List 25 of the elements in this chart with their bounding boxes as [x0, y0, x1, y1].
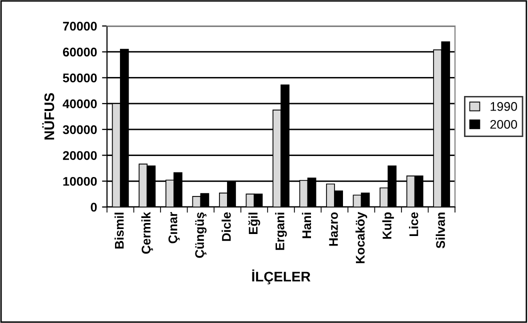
y-tick-label: 10000 [63, 176, 97, 186]
x-tick-label: Çüngüş [195, 212, 207, 258]
y-tick-label: 50000 [62, 74, 97, 82]
y-axis-title: NÜFUS [42, 93, 54, 140]
x-tick-label: Eğil [248, 212, 260, 234]
x-tick-label: Kocaköy [355, 212, 368, 264]
y-tick-label: 70000 [63, 22, 97, 31]
x-tick-label: Lice [409, 212, 418, 236]
x-tick-label: Çınar [168, 212, 180, 244]
x-tick-label: Silvan [436, 212, 445, 248]
x-tick-label: Hazro [329, 212, 338, 246]
legend-label: 1990 [490, 102, 518, 111]
y-tick-label: 40000 [62, 99, 97, 108]
x-tick-label: Hani [302, 212, 312, 238]
x-tick-label: Dicle [222, 212, 231, 241]
y-tick-label: 30000 [62, 125, 97, 134]
x-tick-label: Çermik [141, 212, 153, 254]
x-tick-label: Ergani [275, 212, 287, 250]
x-axis-title: İLÇELER [252, 270, 310, 284]
y-tick-label: 20000 [62, 151, 97, 160]
y-tick-label: 60000 [62, 48, 97, 57]
x-tick-label: Kulp [382, 212, 394, 239]
legend-label: 2000 [490, 120, 518, 129]
x-tick-label: Bismil [114, 212, 124, 249]
y-tick-label: 0 [90, 202, 97, 212]
